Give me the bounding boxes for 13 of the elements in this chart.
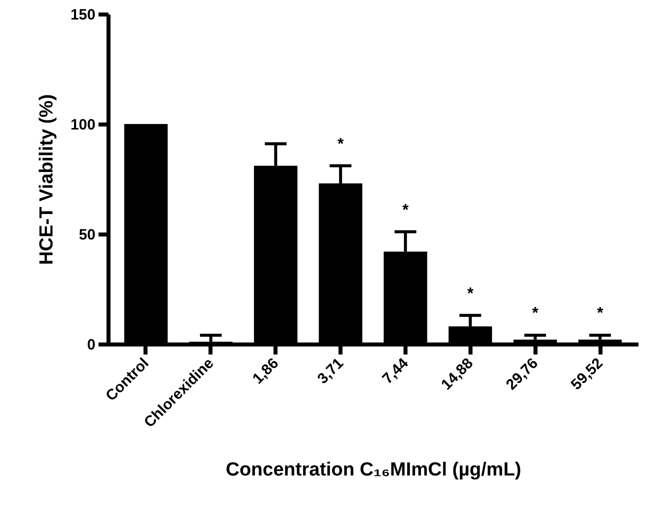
annotation: * xyxy=(402,202,410,219)
x-tick-label: 7,44 xyxy=(379,354,412,388)
y-tick-label: 50 xyxy=(78,226,96,244)
y-axis-title: HCE-T Viability (%) xyxy=(36,94,58,265)
annotation: * xyxy=(532,305,540,322)
annotation: * xyxy=(596,305,604,322)
x-axis-title: Concentration C₁₆MImCl (µg/mL) xyxy=(226,459,522,480)
y-tick-label: 150 xyxy=(70,6,96,24)
annotation: * xyxy=(337,136,344,153)
x-tick-label: 3,71 xyxy=(314,354,347,388)
y-tick-label: 100 xyxy=(70,116,96,134)
annotation: * xyxy=(467,285,474,302)
y-tick-label: 0 xyxy=(87,336,96,354)
